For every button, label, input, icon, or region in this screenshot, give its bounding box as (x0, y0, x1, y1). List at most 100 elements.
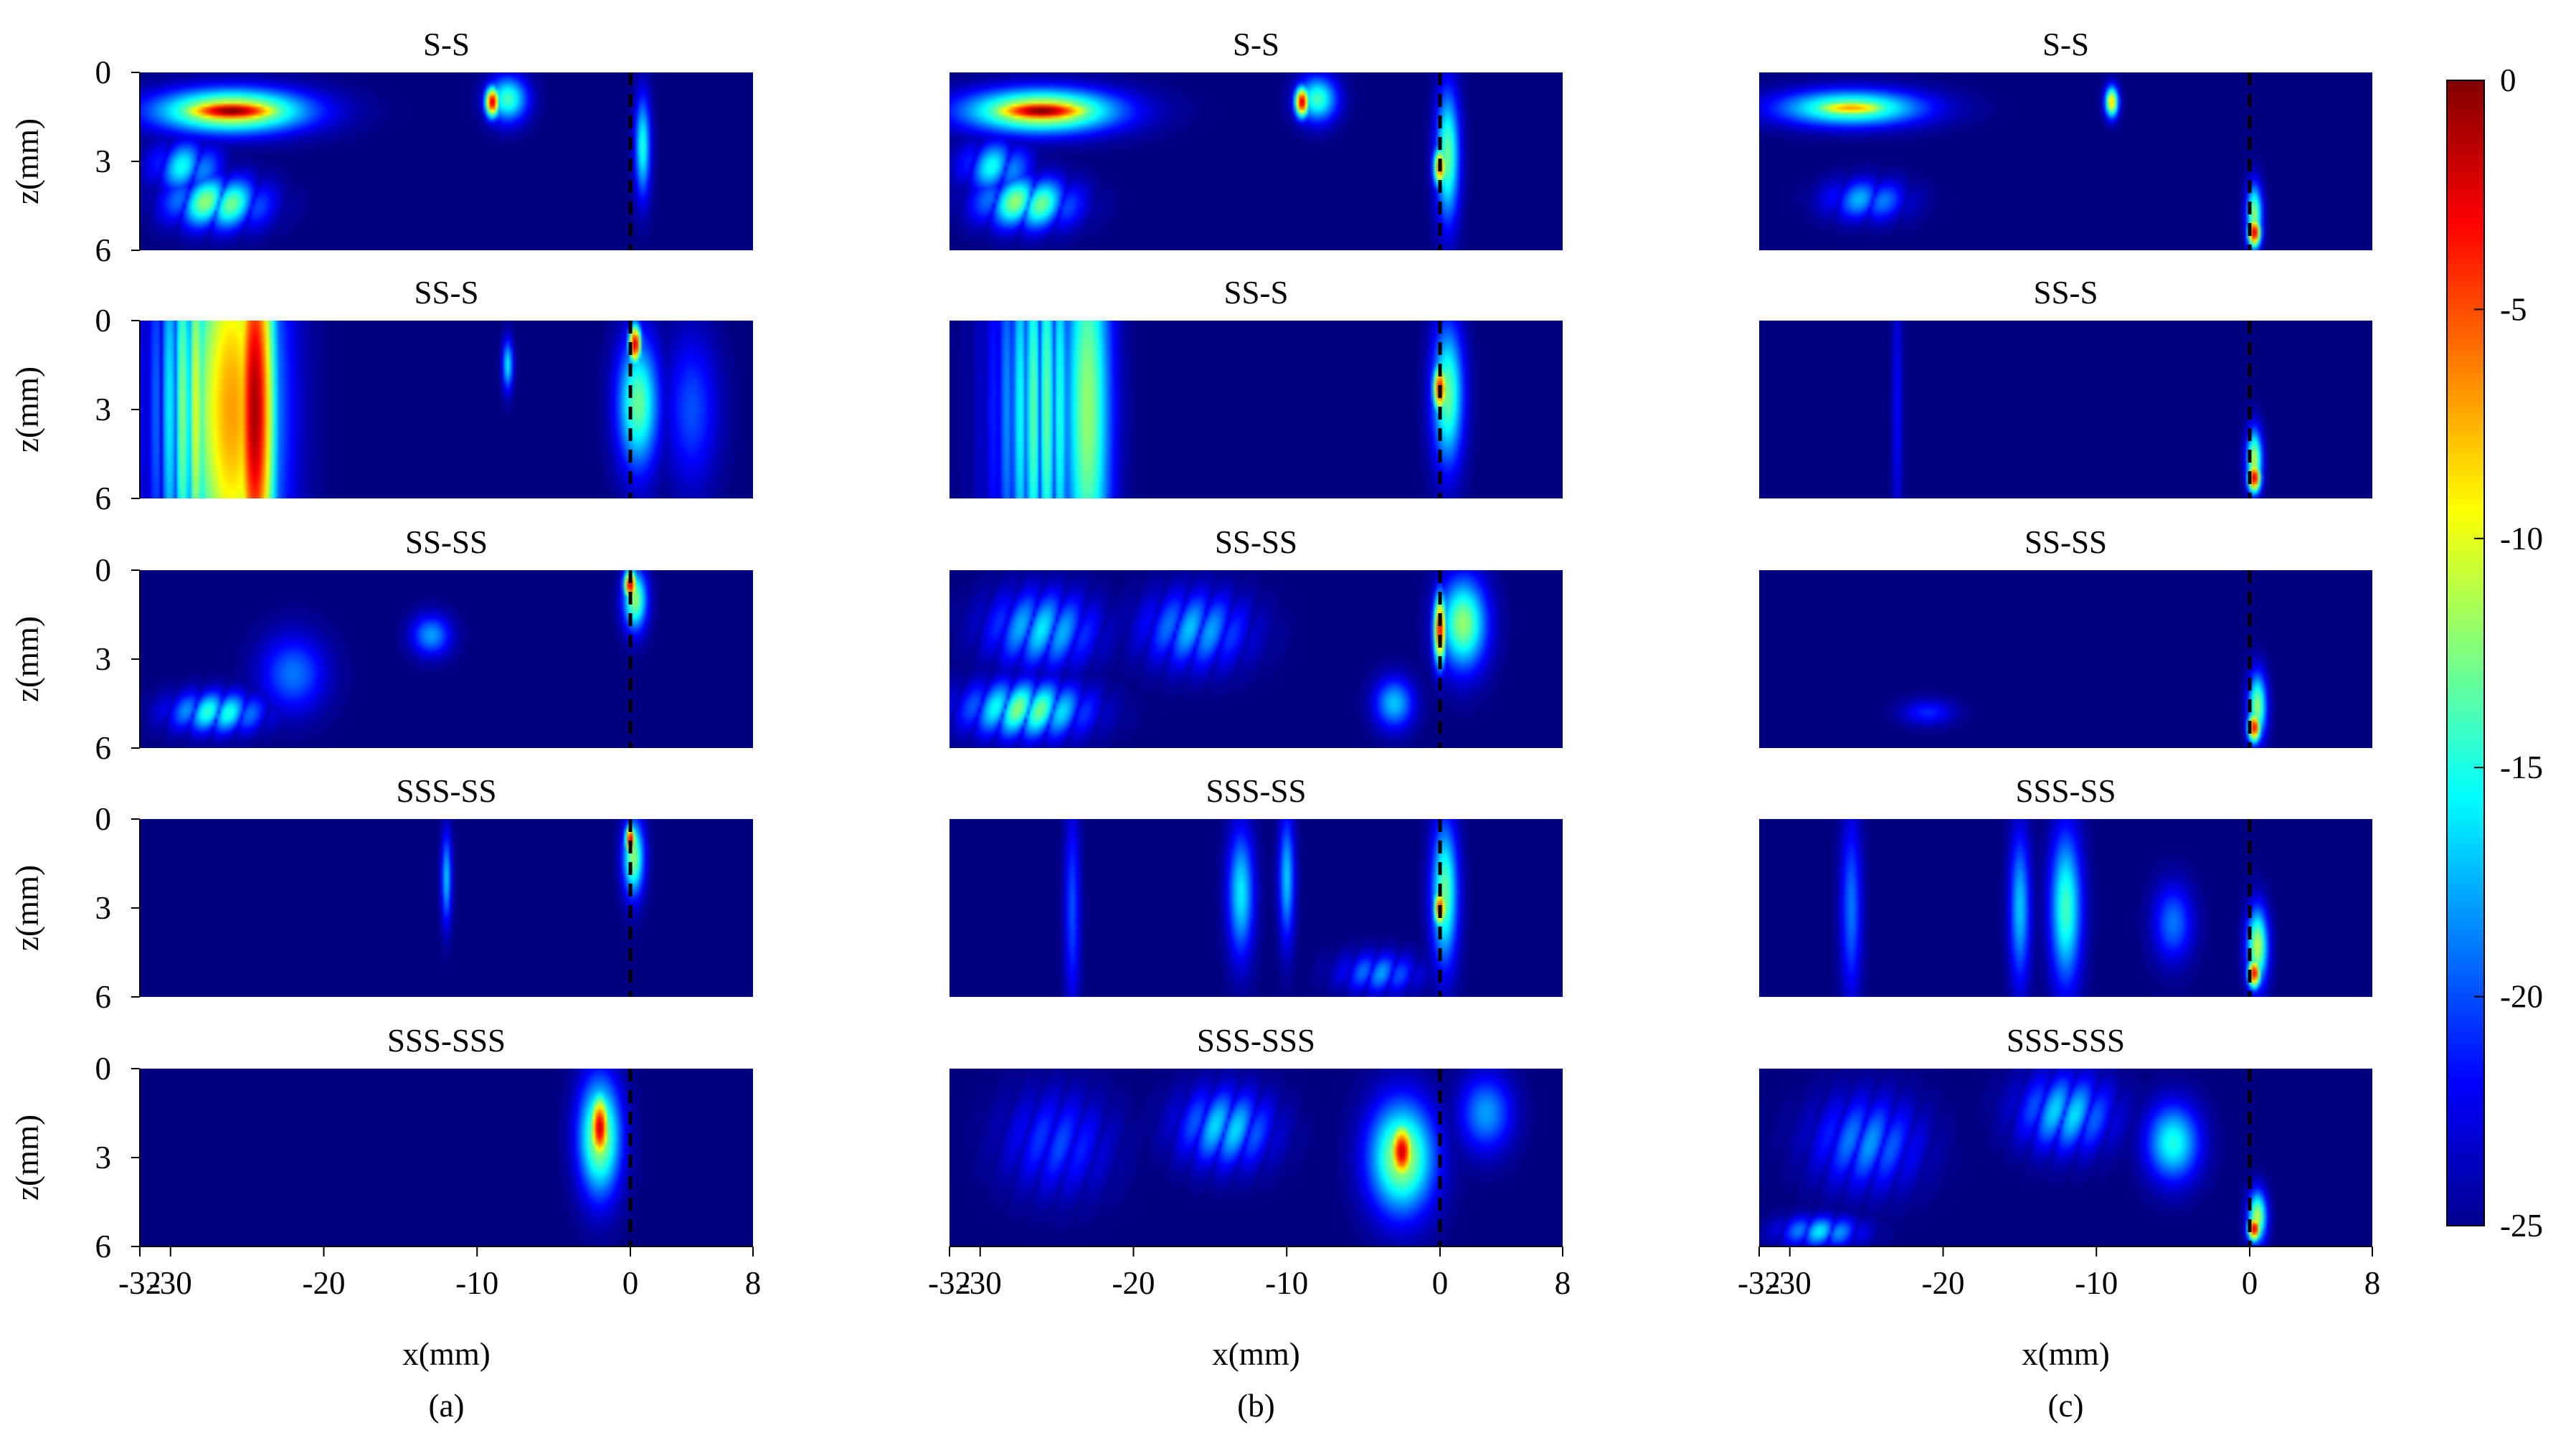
x-tick-label: -20 (1112, 1265, 1155, 1301)
heatmap-image (1759, 819, 2372, 997)
y-tick-label: 6 (95, 730, 112, 766)
figure-caption: (c) (2048, 1388, 2084, 1424)
panel-title: SSS-SS (2015, 773, 2116, 809)
panel-title: SSS-SS (396, 773, 496, 809)
x-tick-label: -10 (455, 1265, 498, 1301)
heatmap-panel: SS-SS 0 3 6 z(mm) (9, 524, 753, 766)
x-tick-label: -10 (2075, 1265, 2118, 1301)
y-axis-label: z(mm) (9, 616, 45, 702)
x-tick-label: 8 (745, 1265, 762, 1301)
heatmap-image (1759, 1069, 2372, 1246)
y-axis: 0 3 6 z(mm) (9, 801, 141, 1015)
heatmap-panel: SSS-SS 0 3 6 z(mm) (9, 773, 753, 1015)
panel-title: S-S (2042, 27, 2089, 62)
colorbar-gradient (2446, 80, 2485, 1226)
y-tick-label: 0 (95, 1051, 112, 1087)
labels-layer: x(mm) (a) x(mm) (b) x(mm) (c) (402, 1336, 2109, 1424)
panel-title: SS-SS (2025, 524, 2107, 560)
heatmap-image (950, 72, 1563, 250)
colorbar-tick-label: 0 (2500, 62, 2516, 98)
y-tick-label: 6 (95, 232, 112, 268)
x-tick-label: -20 (303, 1265, 346, 1301)
y-tick-label: 6 (95, 481, 112, 516)
x-tick-label: -30 (959, 1265, 1002, 1301)
x-tick-label: 0 (622, 1265, 639, 1301)
heatmap-panel: SS-S 0 3 6 z(mm) (9, 275, 753, 516)
heatmap-image (950, 1069, 1563, 1246)
colorbar: 0 -5 -10 -15 -20 -25 (2446, 62, 2543, 1244)
panel-title: SSS-SSS (2007, 1023, 2125, 1059)
colorbar-tick-label: -10 (2500, 521, 2543, 557)
y-tick-label: 3 (95, 143, 112, 179)
heatmap-image (140, 321, 753, 498)
heatmap-panel: S-S 0 3 6 z(mm) (9, 27, 753, 268)
heatmap-image (1759, 72, 2372, 250)
y-tick-label: 3 (95, 641, 112, 677)
heatmap-image (140, 570, 753, 748)
heatmap-image (1759, 321, 2372, 498)
figure-caption: (a) (429, 1388, 465, 1424)
y-axis: 0 3 6 z(mm) (9, 1051, 141, 1264)
y-tick-label: 0 (95, 303, 112, 339)
heatmap-panel: SSS-SS (1759, 773, 2372, 997)
y-tick-label: 3 (95, 1140, 112, 1175)
y-axis-label: z(mm) (9, 1115, 45, 1201)
heatmap-image (950, 321, 1563, 498)
colorbar-tick-label: -20 (2500, 979, 2543, 1015)
x-tick-label: -32 (118, 1265, 161, 1301)
y-tick-label: 0 (95, 552, 112, 588)
x-axis: -32-30 -20 -10 0 8 (928, 1246, 1571, 1301)
heatmap-panel: SS-SS (1759, 524, 2372, 748)
x-axis-label: x(mm) (1212, 1336, 1299, 1372)
panel-title: SS-S (2033, 275, 2098, 311)
panel-title: SSS-SS (1206, 773, 1306, 809)
heatmap-panel: S-S (1759, 27, 2372, 250)
y-axis-label: z(mm) (9, 865, 45, 951)
x-tick-label: 8 (1555, 1265, 1571, 1301)
heatmap-image (140, 1069, 753, 1246)
x-axis-label: x(mm) (402, 1336, 490, 1372)
x-axis-label: x(mm) (2022, 1336, 2109, 1372)
panel-title: S-S (423, 27, 470, 62)
x-tick-label: 0 (1432, 1265, 1449, 1301)
heatmap-image (140, 72, 753, 250)
x-tick-label: -32 (1738, 1265, 1781, 1301)
y-tick-label: 0 (95, 801, 112, 837)
x-axis: -32-30 -20 -10 0 8 (1738, 1246, 2380, 1301)
panel-title: SSS-SSS (1197, 1023, 1315, 1059)
x-tick-label: -20 (1922, 1265, 1965, 1301)
panel-title: SS-SS (405, 524, 488, 560)
y-tick-label: 6 (95, 979, 112, 1015)
heatmap-panel: SSS-SSS -32-30 -20 -10 0 8 (928, 1023, 1571, 1301)
y-tick-label: 3 (95, 890, 112, 926)
y-tick-label: 6 (95, 1229, 112, 1264)
heatmap-panel: SS-S (1759, 275, 2372, 498)
panel-title: SS-SS (1215, 524, 1297, 560)
y-tick-label: 0 (95, 55, 112, 90)
x-tick-label: -10 (1265, 1265, 1308, 1301)
heatmap-panel: SSS-SS (950, 773, 1563, 997)
panel-title: SS-S (414, 275, 478, 311)
x-tick-label: -30 (149, 1265, 192, 1301)
colorbar-tick-label: -15 (2500, 749, 2543, 785)
y-axis: 0 3 6 z(mm) (9, 303, 141, 516)
heatmap-panel: SSS-SSS -32-30 -20 -10 0 8 (1738, 1023, 2380, 1301)
heatmap-image (950, 570, 1563, 748)
x-axis: -32-30 -20 -10 0 8 (118, 1246, 761, 1301)
heatmap-image (950, 819, 1563, 997)
panel-title: SSS-SSS (387, 1023, 506, 1059)
y-axis-label: z(mm) (9, 366, 45, 453)
y-tick-label: 3 (95, 392, 112, 427)
y-axis-label: z(mm) (9, 118, 45, 204)
x-tick-label: -32 (928, 1265, 971, 1301)
heatmap-panel: SS-S (950, 275, 1563, 498)
x-tick-label: 8 (2364, 1265, 2381, 1301)
x-tick-label: -30 (1768, 1265, 1812, 1301)
heatmap-panel: S-S (950, 27, 1563, 250)
colorbar-tick-label: -25 (2500, 1208, 2543, 1244)
panel-title: S-S (1233, 27, 1279, 62)
y-axis: 0 3 6 z(mm) (9, 552, 141, 766)
heatmap-image (140, 819, 753, 997)
